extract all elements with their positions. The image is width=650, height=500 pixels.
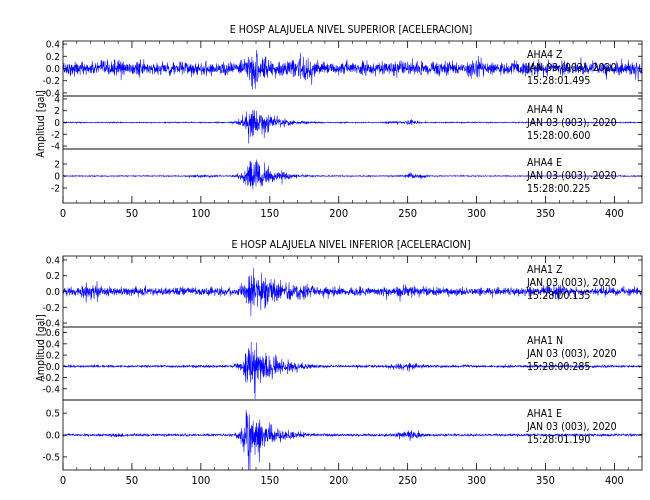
chart-title: E HOSP ALAJUELA NIVEL SUPERIOR [ACELERAC…: [230, 24, 472, 36]
x-tick-label: 350: [536, 474, 555, 487]
x-tick-label: 100: [191, 474, 210, 487]
y-tick-label: 0.2: [46, 271, 60, 282]
x-axis: 0 50 100 150 200 250 300 350 400: [60, 256, 629, 487]
chart-title: E HOSP ALAJUELA NIVEL INFERIOR [ACELERAC…: [231, 239, 470, 251]
x-tick-label: 200: [329, 474, 348, 487]
y-tick-label: 0.0: [46, 431, 61, 442]
y-tick-label: -0.2: [42, 76, 60, 87]
trace-date: JAN 03 (003), 2020: [526, 62, 617, 74]
station-label: AHA4 N: [527, 104, 563, 116]
trace-date: JAN 03 (003), 2020: [526, 421, 617, 433]
y-tick-label: 0.4: [46, 40, 61, 51]
waveform-line: [62, 109, 643, 144]
y-tick-label: 0: [54, 118, 60, 129]
y-tick-label: 0.0: [46, 287, 61, 298]
y-tick-label: 0.2: [46, 351, 60, 362]
y-tick-label: -0.4: [42, 384, 60, 395]
trace-start-time: 15:28:01.190: [527, 434, 590, 446]
trace-start-time: 15:28:00.285: [527, 361, 590, 373]
x-tick-label: 50: [126, 207, 139, 220]
x-tick-label: 300: [467, 474, 486, 487]
x-axis: 0 50 100 150 200 250 300 350 400: [60, 41, 629, 220]
y-tick-label: 0.6: [46, 328, 61, 339]
waveform-line: [62, 341, 643, 400]
x-tick-label: 0: [60, 474, 66, 487]
waveform-line: [62, 159, 643, 190]
y-tick-label: -0.2: [42, 303, 60, 314]
station-label: AHA1 E: [527, 408, 562, 420]
y-tick-label: -0.5: [42, 452, 60, 463]
x-tick-label: 400: [605, 474, 624, 487]
y-tick-label: 0.5: [46, 409, 60, 420]
y-tick-label: 0: [54, 172, 60, 183]
x-tick-label: 400: [605, 207, 624, 220]
y-tick-label: -2: [51, 130, 60, 141]
trace-date: JAN 03 (003), 2020: [526, 170, 617, 182]
station-label: AHA4 Z: [527, 49, 563, 61]
x-tick-label: 250: [398, 207, 417, 220]
y-tick-label: 2: [54, 160, 60, 171]
x-tick-label: 300: [467, 207, 486, 220]
x-tick-label: 150: [260, 207, 279, 220]
chart-inferior: E HOSP ALAJUELA NIVEL INFERIOR [ACELERAC…: [35, 239, 643, 487]
x-tick-label: 150: [260, 474, 279, 487]
y-tick-label: 0.2: [46, 52, 60, 63]
y-tick-label: -0.4: [42, 319, 60, 330]
waveform-line: [62, 49, 643, 90]
x-tick-label: 50: [126, 474, 139, 487]
y-tick-label: 2: [54, 106, 60, 117]
y-tick-label: -2: [51, 184, 60, 195]
trace-start-time: 15:28:00.600: [527, 130, 590, 142]
x-tick-label: 100: [191, 207, 210, 220]
y-tick-label: 0.4: [46, 339, 61, 350]
trace-start-time: 15:28:01.495: [527, 75, 590, 87]
trace-start-time: 15:28:00.135: [527, 290, 590, 302]
waveform-line: [62, 268, 643, 317]
trace-date: JAN 03 (003), 2020: [526, 117, 617, 129]
y-tick-label: 0.0: [46, 64, 61, 75]
x-tick-label: 200: [329, 207, 348, 220]
x-tick-label: 350: [536, 207, 555, 220]
y-axis-label: Amplitud [gal]: [35, 314, 47, 381]
station-label: AHA1 Z: [527, 264, 563, 276]
station-label: AHA1 N: [527, 335, 563, 347]
y-tick-label: 0.4: [46, 255, 61, 266]
trace-start-time: 15:28:00.225: [527, 183, 590, 195]
trace-date: JAN 03 (003), 2020: [526, 348, 617, 360]
trace-date: JAN 03 (003), 2020: [526, 277, 617, 289]
y-axis-label: Amplitud [gal]: [35, 90, 47, 157]
chart-superior: E HOSP ALAJUELA NIVEL SUPERIOR [ACELERAC…: [35, 24, 643, 220]
y-tick-label: -0.4: [42, 88, 60, 99]
waveform-line: [62, 409, 643, 471]
y-tick-label: -4: [51, 142, 60, 153]
y-tick-label: 0.0: [46, 362, 61, 373]
x-tick-label: 250: [398, 474, 417, 487]
y-tick-label: 4: [54, 94, 60, 105]
station-label: AHA4 E: [527, 157, 562, 169]
y-tick-label: -0.2: [42, 373, 60, 384]
x-tick-label: 0: [60, 207, 66, 220]
